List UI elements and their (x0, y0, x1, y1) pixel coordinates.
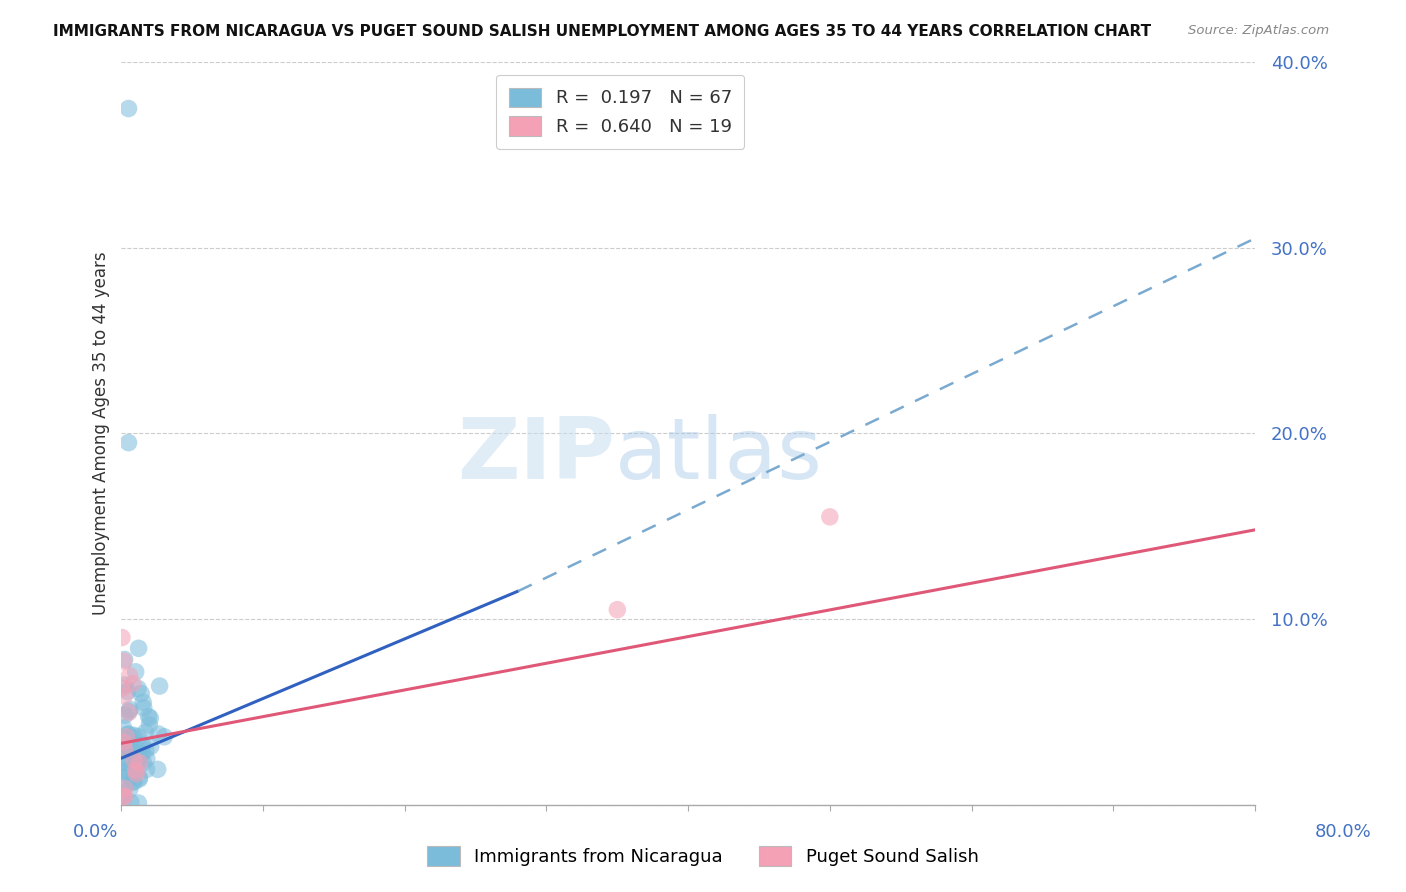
Point (125, 759, 148, 773)
Point (132, 756, 155, 770)
Point (114, 678, 136, 692)
Point (128, 771, 150, 785)
Point (128, 641, 150, 656)
Point (122, 775, 145, 789)
Point (125, 748, 148, 763)
Point (124, 745, 146, 759)
Point (125, 766, 148, 780)
Point (138, 709, 160, 723)
Point (118, 727, 141, 741)
Point (112, 654, 135, 668)
Point (125, 754, 148, 768)
Point (818, 509, 841, 524)
Point (114, 652, 136, 666)
Point (117, 727, 139, 741)
Point (118, 706, 141, 720)
Point (127, 681, 149, 696)
Point (132, 701, 155, 715)
Point (132, 695, 155, 709)
Point (127, 796, 149, 810)
Point (117, 757, 139, 772)
Point (114, 743, 136, 757)
Point (134, 725, 156, 739)
Point (112, 735, 135, 749)
Point (117, 102, 139, 116)
Point (111, 681, 134, 696)
Point (115, 730, 138, 744)
Point (131, 738, 153, 752)
Point (153, 730, 176, 744)
Point (135, 763, 157, 777)
Point (124, 764, 146, 778)
Point (129, 749, 152, 764)
Point (128, 772, 150, 786)
Point (112, 779, 135, 793)
Point (124, 764, 146, 778)
Point (112, 721, 135, 735)
Point (125, 665, 148, 679)
Point (111, 793, 134, 807)
Point (120, 745, 142, 759)
Text: Source: ZipAtlas.com: Source: ZipAtlas.com (1188, 24, 1329, 37)
Point (124, 738, 146, 752)
Point (117, 741, 139, 756)
Point (606, 602, 628, 616)
Point (118, 768, 141, 782)
Text: IMMIGRANTS FROM NICARAGUA VS PUGET SOUND SALISH UNEMPLOYMENT AMONG AGES 35 TO 44: IMMIGRANTS FROM NICARAGUA VS PUGET SOUND… (53, 24, 1152, 39)
Point (135, 751, 157, 765)
Point (135, 743, 157, 757)
Point (112, 689, 135, 703)
Point (122, 728, 145, 742)
Text: 0.0%: 0.0% (73, 822, 118, 840)
Point (110, 789, 132, 804)
Point (120, 796, 142, 810)
Point (114, 708, 136, 723)
Point (121, 774, 143, 789)
Legend: R =  0.197   N = 67, R =  0.640   N = 19: R = 0.197 N = 67, R = 0.640 N = 19 (496, 75, 744, 149)
Text: 80.0%: 80.0% (1315, 822, 1371, 840)
Point (114, 739, 136, 753)
Point (148, 727, 170, 741)
Point (120, 735, 142, 749)
Point (121, 676, 143, 690)
Point (121, 731, 143, 746)
Point (139, 711, 162, 725)
Point (138, 718, 160, 732)
Point (114, 763, 136, 777)
Point (114, 742, 136, 756)
Point (115, 743, 138, 757)
Point (112, 751, 135, 765)
Point (127, 730, 149, 744)
Point (149, 679, 172, 693)
Y-axis label: Unemployment Among Ages 35 to 44 years: Unemployment Among Ages 35 to 44 years (93, 252, 110, 615)
Point (117, 435, 139, 450)
Point (139, 739, 162, 754)
Point (118, 702, 141, 716)
Point (117, 731, 139, 746)
Point (118, 764, 141, 779)
Point (112, 789, 135, 804)
Point (124, 753, 146, 767)
Point (146, 763, 169, 777)
Point (118, 669, 141, 683)
Point (111, 756, 134, 770)
Point (128, 756, 150, 770)
Point (114, 781, 136, 796)
Point (129, 686, 152, 700)
Point (118, 782, 141, 797)
Text: ZIP: ZIP (457, 414, 614, 497)
Point (111, 775, 134, 789)
Point (117, 684, 139, 698)
Point (131, 746, 153, 760)
Point (120, 738, 142, 752)
Point (111, 631, 134, 645)
Text: atlas: atlas (614, 414, 823, 497)
Point (114, 789, 136, 804)
Point (118, 705, 141, 719)
Legend: Immigrants from Nicaragua, Puget Sound Salish: Immigrants from Nicaragua, Puget Sound S… (415, 833, 991, 879)
